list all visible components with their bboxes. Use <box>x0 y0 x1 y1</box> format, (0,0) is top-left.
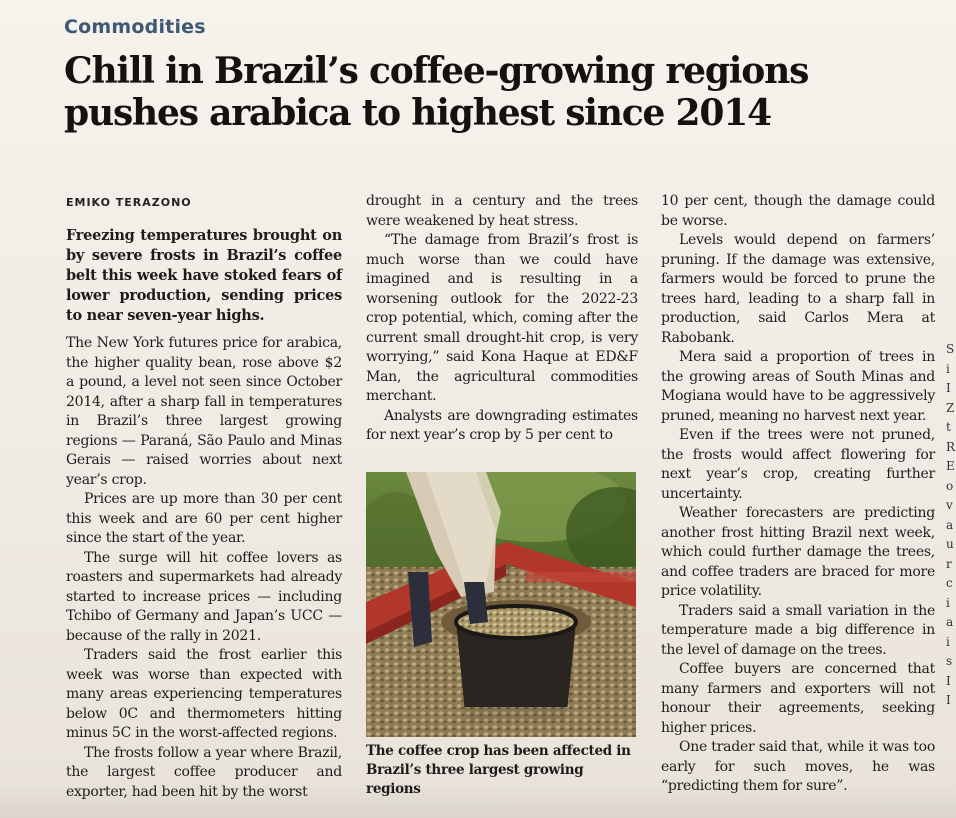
edge-letter: i <box>946 634 950 649</box>
edge-letter: a <box>946 615 954 629</box>
paragraph: The frosts follow a year where Brazil, t… <box>66 744 342 800</box>
edge-letter: s <box>946 654 953 668</box>
paragraph: Even if the trees were not pruned, the f… <box>661 427 935 502</box>
section-label: Commodities <box>64 16 206 38</box>
edge-letter: o <box>946 478 954 493</box>
standfirst: Freezing temperatures brought on by seve… <box>66 227 342 324</box>
edge-letter: S <box>946 342 955 356</box>
paragraph: 10 per cent, though the damage could be … <box>661 193 935 229</box>
page-fold-shadow <box>0 780 956 818</box>
article-column-2: drought in a century and the trees were … <box>366 192 638 446</box>
edge-letter: v <box>946 498 953 512</box>
edge-letter: u <box>946 537 954 551</box>
paragraph: Mera said a proportion of trees in the g… <box>661 349 935 424</box>
byline: EMIKO TERAZONO <box>66 196 192 209</box>
paragraph: Traders said a small variation in the te… <box>661 602 935 658</box>
edge-letter: i <box>946 361 950 376</box>
paragraph: Analysts are downgrading estimates for n… <box>366 407 638 444</box>
edge-letter: I <box>946 673 951 688</box>
paragraph: drought in a century and the trees were … <box>366 193 638 229</box>
edge-letter: R <box>946 439 956 454</box>
edge-letter: Z <box>946 400 955 415</box>
edge-letter: I <box>946 381 951 395</box>
paragraph: Traders said the frost earlier this week… <box>66 647 342 741</box>
edge-letter: E <box>946 459 955 473</box>
headline: Chill in Brazil’s coffee-growing regions… <box>64 50 809 134</box>
paragraph: The surge will hit coffee lovers as roas… <box>66 549 342 644</box>
edge-letter: c <box>946 576 953 590</box>
paragraph: One trader said that, while it was too e… <box>661 739 935 794</box>
edge-letter: I <box>946 693 951 707</box>
paragraph: Levels would depend on farmers’ pruning.… <box>661 232 935 346</box>
edge-letter: r <box>946 556 952 571</box>
article-column-3: 10 per cent, though the damage could be … <box>661 192 935 797</box>
article-column-1: Freezing temperatures brought on by seve… <box>66 226 342 802</box>
coffee-harvest-photo <box>366 472 636 737</box>
paragraph: The New York futures price for arabica, … <box>66 335 342 488</box>
edge-letter: a <box>946 517 954 532</box>
edge-letter: i <box>946 595 950 610</box>
paragraph: Prices are up more than 30 per cent this… <box>66 491 342 546</box>
paragraph: Weather forecasters are predicting anoth… <box>661 505 935 599</box>
photo-caption: The coffee crop has been affected in Bra… <box>366 743 631 797</box>
adjacent-article-fragment: S i I Z t R E o v a u r c i a i s I I <box>946 340 956 711</box>
edge-letter: t <box>946 420 951 434</box>
paragraph: Coffee buyers are concerned that many fa… <box>661 661 935 736</box>
paragraph: “The damage from Brazil’s frost is much … <box>366 232 638 404</box>
